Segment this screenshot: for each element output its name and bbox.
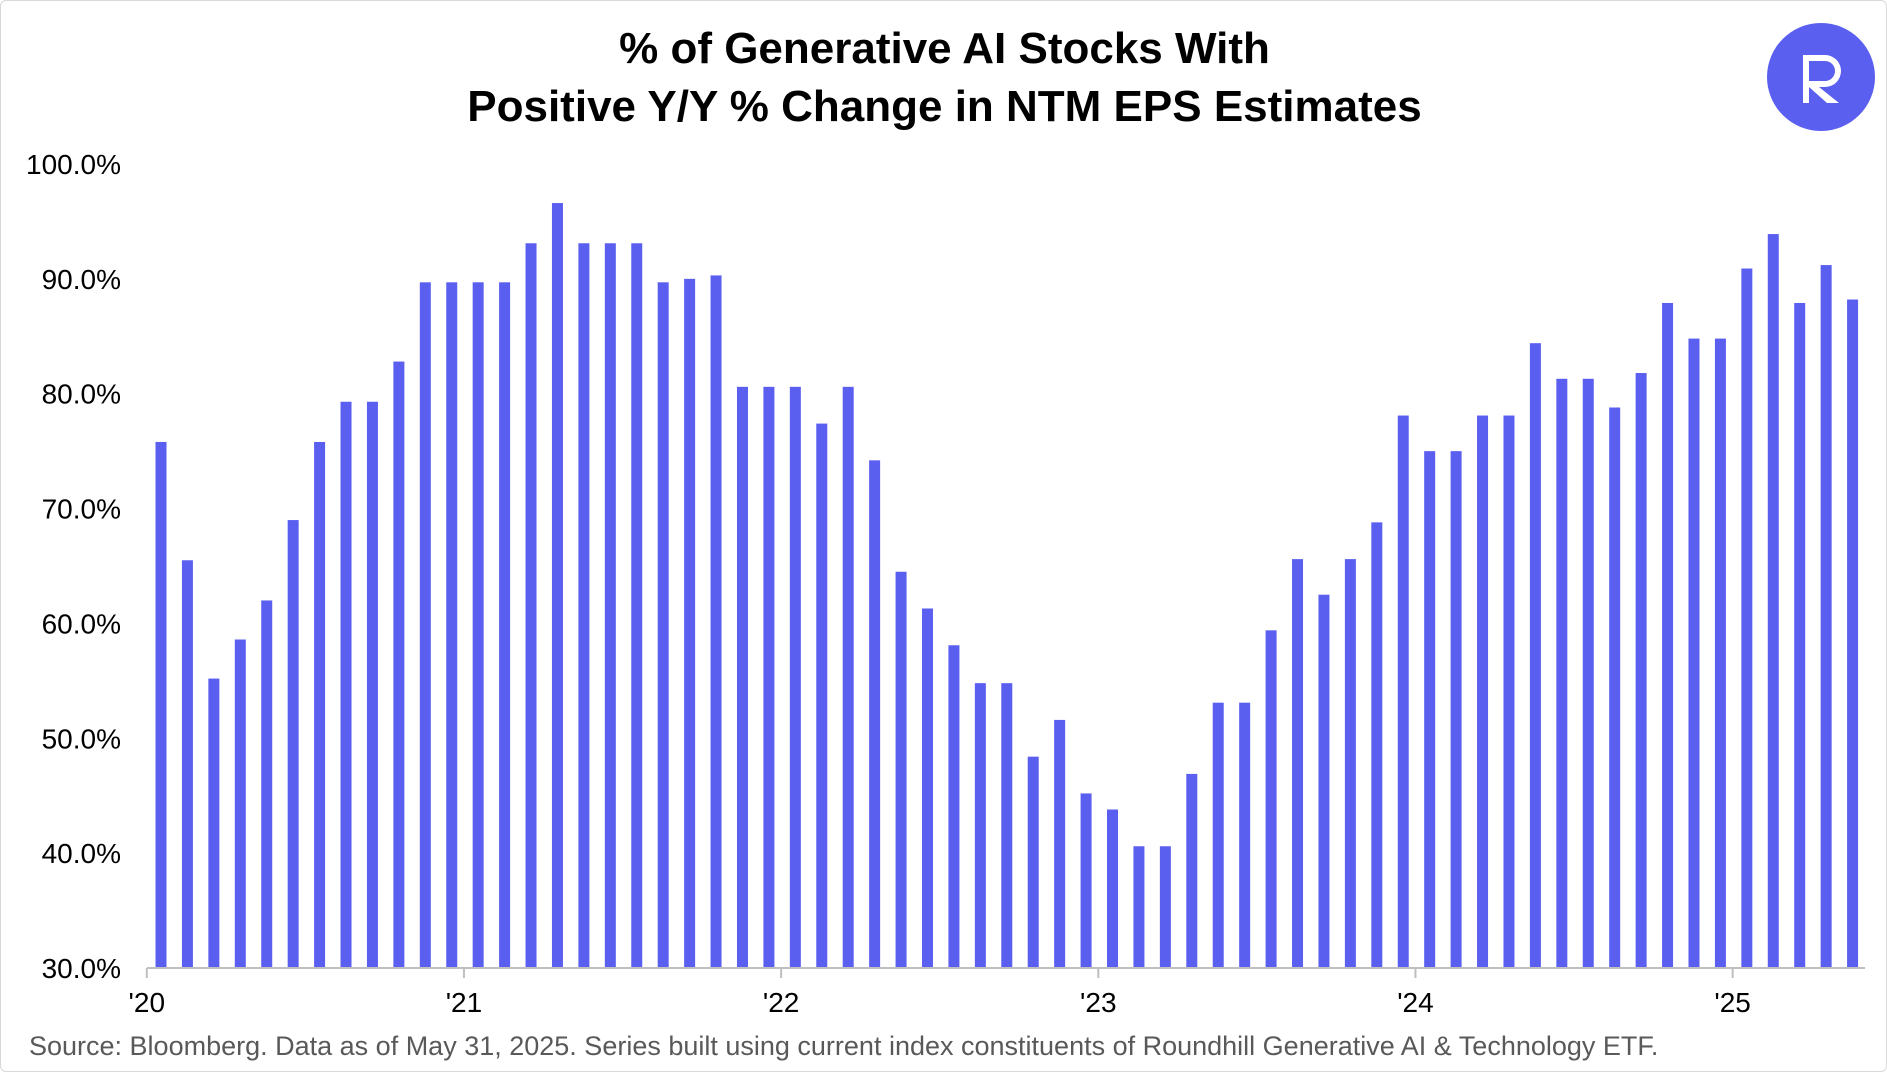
bar: Feb 2022: 77.4% (816, 423, 828, 968)
bar: Apr 2020: 58.6% (234, 639, 246, 968)
chart-title-line-1: % of Generative AI Stocks With (619, 24, 1270, 73)
bar: May 2024: 84.4% (1529, 343, 1541, 969)
bar: Feb 2025: 93.9% (1767, 234, 1779, 968)
y-tick-label: 80.0% (42, 379, 121, 410)
bar: Aug 2022: 54.8% (974, 683, 986, 968)
bar: Feb 2020: 65.5% (181, 560, 193, 968)
bar: Aug 2021: 89.7% (657, 282, 669, 968)
y-tick-label: 40.0% (42, 838, 121, 869)
y-tick-label: 50.0% (42, 723, 121, 754)
bar: Mar 2020: 55.2% (208, 678, 220, 968)
bar: Oct 2020: 82.8% (393, 361, 405, 968)
bar: May 2025: 88.2% (1847, 299, 1859, 968)
bar: Jul 2020: 75.8% (314, 441, 326, 968)
bar: Jul 2021: 93.1% (631, 243, 643, 968)
source-note: Source: Bloomberg. Data as of May 31, 20… (29, 1031, 1659, 1061)
x-tick-label: '25 (1714, 987, 1751, 1018)
bar: Jan 2024: 75% (1424, 451, 1436, 969)
bar: Jun 2021: 93.1% (604, 243, 616, 968)
roundhill-r-icon (1803, 55, 1841, 103)
bar: Sep 2021: 90% (684, 278, 696, 968)
x-tick-label: '24 (1397, 987, 1434, 1018)
bar: Mar 2021: 93.1% (525, 243, 537, 968)
bar: May 2023: 53.1% (1212, 702, 1224, 968)
bar: Jun 2023: 53.1% (1239, 702, 1251, 968)
bar: Jul 2023: 59.4% (1265, 630, 1277, 968)
bar: Apr 2022: 74.2% (869, 460, 881, 968)
bar: Dec 2021: 80.6% (763, 386, 775, 968)
y-tick-label: 90.0% (42, 264, 121, 295)
bar: Jun 2024: 81.3% (1556, 378, 1568, 969)
x-tick-label: '20 (129, 987, 166, 1018)
bar: Sep 2020: 79.3% (366, 401, 378, 968)
bar: Aug 2024: 78.8% (1609, 407, 1621, 968)
bar: Dec 2020: 89.7% (446, 282, 458, 968)
bar: Sep 2023: 62.5% (1318, 594, 1330, 968)
bar: Mar 2024: 78.1% (1477, 415, 1489, 969)
bar: Jan 2023: 43.8% (1107, 809, 1119, 968)
x-axis-ticks: '20 '21 '22 '23 '24 '25 (129, 968, 1751, 1018)
bar: Nov 2022: 51.6% (1054, 719, 1066, 968)
bar: Sep 2022: 54.8% (1001, 683, 1013, 968)
bar: May 2020: 62% (261, 600, 273, 968)
bar: May 2021: 93.1% (578, 243, 590, 968)
bar: Feb 2024: 75% (1450, 451, 1462, 969)
y-tick-label: 70.0% (42, 494, 121, 525)
bar: Aug 2023: 65.6% (1292, 559, 1304, 968)
bar: Mar 2022: 80.6% (842, 386, 854, 968)
bar: Apr 2024: 78.1% (1503, 415, 1515, 969)
bar: Nov 2023: 68.8% (1371, 522, 1383, 968)
bar: Feb 2021: 89.7% (499, 282, 511, 968)
bar-chart: 100.0% 90.0% 80.0% 70.0% 60.0% 50.0% 40.0% 30.0… (26, 149, 1865, 1018)
bar: Dec 2023: 78.1% (1397, 415, 1409, 969)
bar: Dec 2022: 45.2% (1080, 793, 1092, 968)
bar: Apr 2025: 91.2% (1820, 265, 1832, 968)
bar: Sep 2024: 81.8% (1635, 373, 1647, 968)
bar: Dec 2024: 84.8% (1714, 338, 1726, 968)
bars: Jan 2020: 75.8% Feb 2020: 65.5% Mar 2020: … (155, 203, 1859, 969)
x-tick-label: '21 (446, 987, 483, 1018)
bar: Mar 2023: 40.6% (1159, 846, 1171, 968)
bar: Jan 2022: 80.6% (789, 386, 801, 968)
x-tick-label: '22 (763, 987, 800, 1018)
bar: Nov 2024: 84.8% (1688, 338, 1700, 968)
bar: Oct 2021: 90.3% (710, 275, 722, 968)
y-tick-label: 60.0% (42, 608, 121, 639)
bar: Jun 2020: 69% (287, 520, 299, 968)
bar: Mar 2025: 87.9% (1794, 302, 1806, 968)
y-tick-label: 30.0% (42, 953, 121, 984)
bar: Oct 2022: 48.4% (1027, 756, 1039, 968)
x-tick-label: '23 (1080, 987, 1117, 1018)
chart-title-line-2: Positive Y/Y % Change in NTM EPS Estimat… (467, 82, 1422, 131)
y-tick-label: 100.0% (26, 149, 121, 180)
bar: Jan 2020: 75.8% (155, 441, 167, 968)
bar: Oct 2024: 87.9% (1662, 302, 1674, 968)
bar: Nov 2021: 80.6% (736, 386, 748, 968)
roundhill-logo (1767, 23, 1875, 131)
bar: Jun 2022: 61.3% (921, 608, 933, 968)
bar: Nov 2020: 89.7% (419, 282, 431, 968)
bar: Aug 2020: 79.3% (340, 401, 352, 968)
bar: Jul 2024: 81.3% (1582, 378, 1594, 969)
bar: Jul 2022: 58.1% (948, 645, 960, 968)
bar: Jan 2021: 89.7% (472, 282, 484, 968)
y-axis-labels: 100.0% 90.0% 80.0% 70.0% 60.0% 50.0% 40.0% 30.0… (26, 149, 121, 984)
bar: Jan 2025: 90.9% (1741, 268, 1753, 968)
bar: Apr 2021: 96.6% (551, 203, 563, 969)
bar: May 2022: 64.5% (895, 571, 907, 968)
bar: Apr 2023: 46.9% (1186, 773, 1198, 968)
bar: Feb 2023: 40.6% (1133, 846, 1145, 968)
bar: Oct 2023: 65.6% (1344, 559, 1356, 968)
